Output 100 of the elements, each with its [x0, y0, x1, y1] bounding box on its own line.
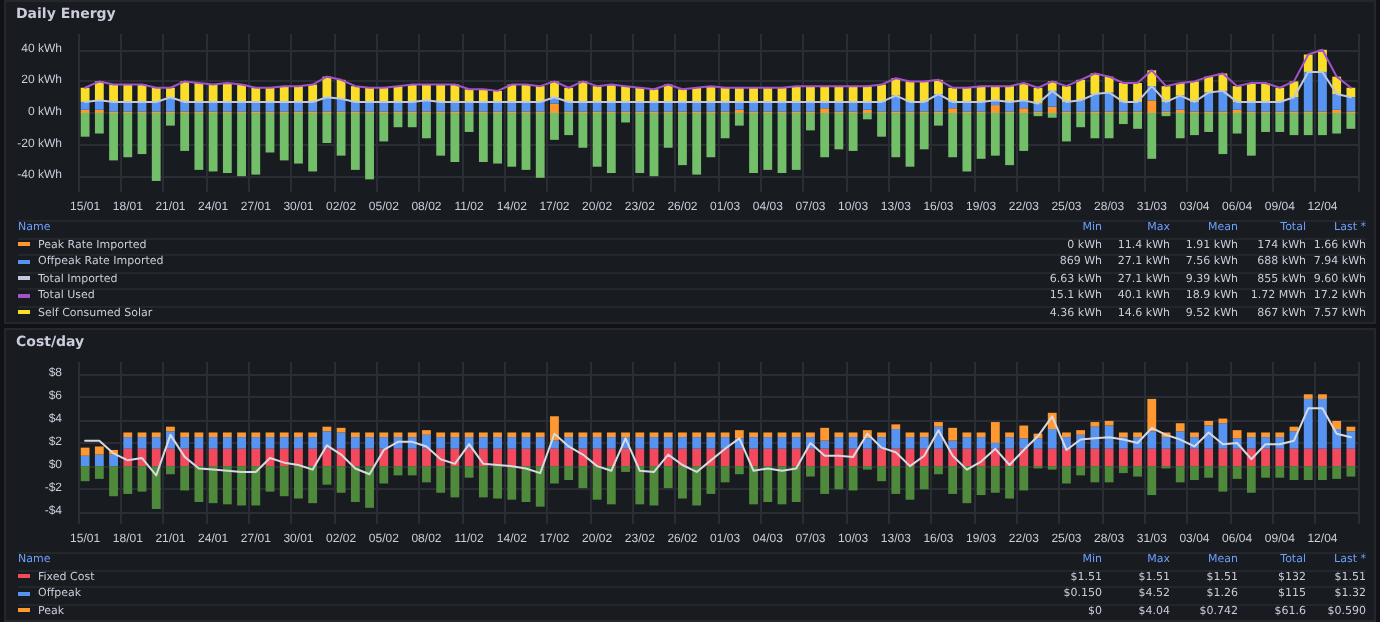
bar	[1019, 113, 1029, 151]
bar	[962, 437, 972, 449]
bar	[279, 432, 289, 438]
bar	[877, 113, 886, 137]
bar	[493, 466, 502, 499]
bar	[308, 448, 318, 467]
bar	[350, 448, 360, 467]
bar	[990, 113, 1000, 156]
bar	[962, 432, 972, 438]
bar	[1275, 432, 1285, 438]
bar	[422, 113, 431, 139]
bar	[1104, 76, 1114, 93]
bar	[990, 466, 1000, 493]
bar	[208, 432, 218, 438]
bar	[820, 440, 830, 449]
bar	[1104, 425, 1114, 449]
bar	[749, 466, 758, 505]
bar	[180, 113, 190, 151]
bar	[606, 437, 616, 449]
bar	[109, 454, 118, 467]
bar	[806, 466, 815, 477]
bar	[507, 113, 517, 167]
bar	[806, 113, 815, 131]
bar	[407, 448, 417, 467]
bar	[109, 84, 118, 102]
bar	[379, 437, 389, 449]
bar	[1218, 90, 1228, 112]
bar	[1076, 100, 1086, 112]
bar	[763, 448, 773, 467]
bar	[151, 432, 161, 438]
bar	[222, 432, 232, 438]
bar	[194, 448, 204, 467]
bar	[777, 113, 787, 174]
bar	[507, 437, 517, 449]
bar	[848, 466, 858, 491]
bar	[621, 113, 630, 123]
bar	[422, 466, 431, 483]
bar	[422, 448, 431, 467]
bar	[1062, 448, 1071, 467]
bar	[1204, 113, 1214, 132]
bar	[919, 432, 929, 438]
bar	[322, 448, 332, 467]
bar	[749, 437, 758, 449]
bar	[1318, 466, 1327, 481]
bar	[365, 432, 374, 438]
bar	[336, 113, 346, 156]
bar	[1346, 431, 1356, 449]
bar	[806, 448, 815, 467]
bar	[1133, 101, 1142, 112]
bar	[1332, 466, 1342, 479]
bar	[990, 86, 1000, 101]
bar	[635, 113, 645, 174]
bar	[194, 113, 204, 170]
bar	[123, 437, 133, 449]
bar	[1289, 113, 1299, 136]
bar	[948, 113, 958, 158]
bar	[848, 432, 858, 438]
bar	[1332, 94, 1342, 110]
bar	[180, 466, 190, 491]
bar	[1190, 448, 1199, 467]
bar	[1232, 101, 1242, 110]
bar	[1147, 448, 1157, 467]
bar	[990, 442, 1000, 449]
bar	[592, 448, 602, 467]
bar	[237, 432, 246, 438]
bar	[1104, 420, 1114, 426]
bar	[706, 432, 716, 438]
bar	[877, 448, 886, 467]
bar	[706, 437, 716, 449]
bar	[1232, 430, 1242, 439]
bar	[478, 432, 488, 438]
bar	[706, 466, 716, 494]
bar	[166, 448, 175, 467]
bar	[1190, 113, 1199, 136]
bar	[749, 113, 758, 174]
bar	[308, 113, 318, 172]
bar	[109, 466, 118, 497]
bar	[379, 466, 389, 484]
bar	[862, 113, 872, 120]
bar	[109, 113, 118, 161]
bar	[919, 113, 929, 150]
bar	[791, 466, 801, 503]
line-series	[84, 48, 1352, 92]
bar	[692, 448, 702, 467]
bar	[308, 466, 318, 504]
bar	[393, 432, 403, 438]
bar	[1190, 432, 1199, 438]
bar	[1303, 466, 1313, 481]
bar	[194, 437, 204, 449]
bar	[137, 113, 147, 155]
bar	[1232, 448, 1242, 467]
bar	[1076, 466, 1086, 476]
bar	[137, 432, 147, 438]
bar	[635, 432, 645, 438]
bar	[763, 432, 773, 438]
bar	[606, 113, 616, 174]
bar	[905, 113, 915, 167]
bar	[606, 432, 616, 438]
bar	[848, 113, 858, 151]
bar	[1175, 466, 1185, 483]
